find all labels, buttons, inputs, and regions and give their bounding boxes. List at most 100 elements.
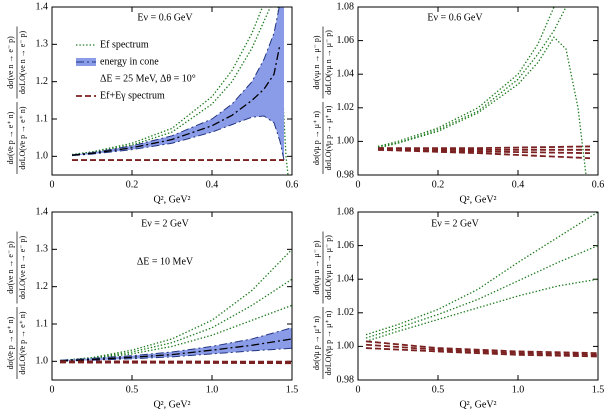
annotation: ΔE = 25 MeV, Δθ = 10°	[100, 73, 196, 84]
plot-area	[377, 7, 591, 175]
curve	[377, 7, 555, 148]
y-axis-label: dσLO(ν̄μ p → μ⁺ n)	[324, 105, 333, 170]
curve	[377, 148, 591, 160]
curve	[71, 7, 272, 156]
y-tick-label: 1.08	[337, 206, 355, 217]
plot-frame	[357, 6, 599, 176]
plot-frame	[357, 211, 599, 381]
y-axis-label: dσ(νe n → e⁻ p)	[6, 36, 15, 89]
curve	[59, 248, 292, 362]
curve	[365, 278, 598, 342]
band-edge	[71, 115, 285, 161]
y-tick-label: 1.2	[36, 281, 49, 292]
curve	[378, 145, 591, 150]
curve	[365, 212, 598, 336]
x-tick-label: 1.0	[512, 384, 525, 395]
x-tick-label: 0.4	[206, 179, 219, 190]
band	[72, 7, 284, 161]
x-tick-label: 0	[356, 384, 361, 395]
x-tick-label: 0	[50, 179, 55, 190]
annotation: Eν = 2 GeV	[431, 218, 479, 229]
y-tick-label: 0.98	[337, 374, 355, 385]
curve	[59, 304, 292, 362]
y-axis-label: dσ(νe n → e⁻ p)	[6, 241, 15, 294]
plot-area	[59, 248, 292, 365]
x-tick-label: 0.6	[592, 179, 605, 190]
y-axis-label: dσLO(νμ n → μ⁻ p)	[324, 235, 333, 300]
y-tick-label: 1.4	[36, 1, 49, 12]
curve	[71, 7, 264, 156]
y-axis-label: dσLO(ν̄e p → e⁺ n)	[18, 106, 27, 170]
curve	[365, 245, 598, 339]
y-tick-label: 1.1	[36, 113, 49, 124]
x-tick-label: 0.5	[126, 384, 139, 395]
y-tick-label: 1.08	[337, 1, 355, 12]
y-tick-label: 0.98	[337, 169, 355, 180]
annotation: ΔE = 10 MeV	[137, 256, 194, 267]
x-tick-label: 0	[50, 384, 55, 395]
x-tick-label: 1.0	[206, 384, 219, 395]
curve	[377, 147, 590, 151]
x-tick-label: 0	[356, 179, 361, 190]
y-tick-label: 1.2	[36, 76, 49, 87]
x-axis-label: Q², GeV²	[459, 194, 496, 205]
curve	[377, 7, 567, 148]
curve	[365, 343, 598, 356]
x-axis-label: Q², GeV²	[459, 399, 496, 410]
annotation: Eν = 0.6 GeV	[427, 12, 483, 23]
y-axis-label: dσLO(νe n → e⁻ p)	[18, 235, 27, 299]
y-axis-label: dσ(ν̄μ p → μ⁺ n)	[312, 316, 321, 370]
y-axis-label: dσ(ν̄μ p → μ⁺ n)	[312, 111, 321, 165]
y-tick-label: 1.04	[337, 68, 355, 79]
band-edge	[59, 347, 292, 362]
y-axis-label: dσLO(νe n → e⁻ p)	[18, 30, 27, 94]
annotation: Eν = 0.6 GeV	[137, 12, 193, 23]
band-edge	[59, 327, 292, 361]
x-axis-label: Q², GeV²	[153, 194, 190, 205]
x-tick-label: 0.2	[432, 179, 445, 190]
y-axis-label: dσ(νμ n → μ⁻ p)	[312, 35, 321, 89]
band-edge	[71, 7, 280, 156]
x-tick-label: 0.2	[126, 179, 139, 190]
y-tick-label: 1.04	[337, 273, 355, 284]
y-axis-label: dσ(ν̄e p → e⁺ n)	[6, 111, 15, 164]
plot-frame	[51, 211, 293, 381]
y-tick-label: 1.06	[337, 240, 355, 251]
plot-frame	[51, 6, 293, 176]
y-tick-label: 1.0	[36, 356, 49, 367]
y-tick-label: 1.0	[36, 151, 49, 162]
y-tick-label: 1.00	[337, 136, 355, 147]
panel: 0 0.2 0.4 0.6 1.0 1.1 1.2 1.3 1.4 Q², GeV² dσ(ν̄e …	[6, 1, 299, 205]
y-axis-label: dσ(ν̄e p → e⁺ n)	[6, 316, 15, 369]
legend-label: Ef+Eγ spectrum	[100, 90, 165, 101]
curve	[365, 347, 598, 358]
plot-area	[365, 212, 598, 358]
y-tick-label: 1.3	[36, 39, 49, 50]
y-axis-label: dσLO(ν̄μ p → μ⁺ n)	[324, 310, 333, 375]
y-tick-label: 1.3	[36, 244, 49, 255]
panel: 0 0.2 0.4 0.6 0.98 1.00 1.02 1.04 1.06 1.08 Q², Ge…	[312, 1, 604, 205]
y-tick-label: 1.00	[337, 341, 355, 352]
legend-label: energy in cone	[100, 56, 159, 67]
legend-label: Ef spectrum	[100, 39, 149, 50]
x-tick-label: 0.6	[286, 179, 299, 190]
x-tick-label: 1.5	[592, 384, 605, 395]
x-tick-label: 0.5	[432, 384, 445, 395]
plot-area	[71, 7, 289, 175]
y-tick-label: 1.4	[36, 206, 49, 217]
x-tick-label: 1.5	[286, 384, 299, 395]
panel: 0 0.5 1.0 1.5 1.0 1.1 1.2 1.3 1.4 Q², GeV² dσ(ν̄e …	[6, 206, 298, 410]
y-axis-label: dσ(νμ n → μ⁻ p)	[312, 240, 321, 294]
annotation: Eν = 2 GeV	[141, 218, 189, 229]
x-axis-label: Q², GeV²	[153, 399, 190, 410]
curve	[59, 338, 292, 362]
y-tick-label: 1.02	[337, 307, 355, 318]
y-axis-label: dσLO(ν̄e p → e⁺ n)	[18, 311, 27, 375]
panel: 0 0.5 1.0 1.5 0.98 1.00 1.02 1.04 1.06 1.08 Q², Ge…	[312, 206, 604, 410]
legend-swatch	[76, 58, 96, 66]
curve	[377, 148, 591, 155]
y-tick-label: 1.06	[337, 35, 355, 46]
x-tick-label: 0.4	[512, 179, 525, 190]
y-tick-label: 1.02	[337, 102, 355, 113]
